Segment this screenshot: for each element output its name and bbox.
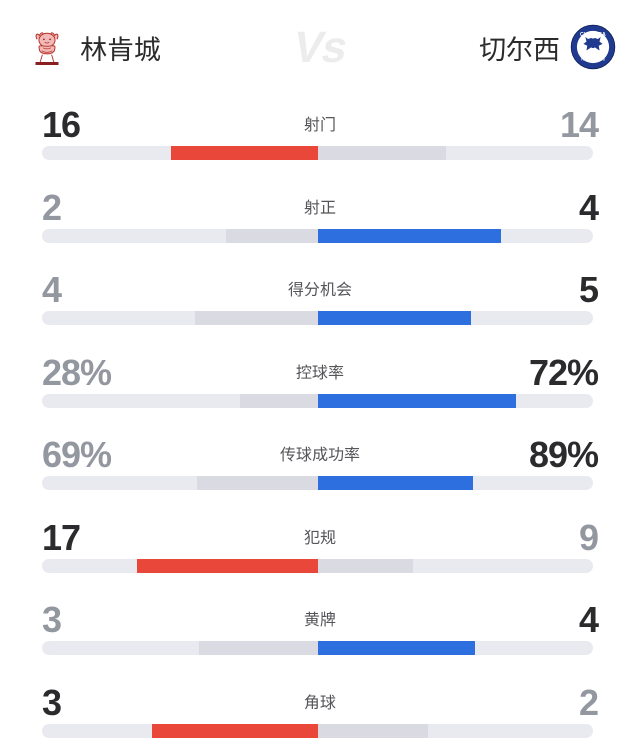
svg-text:FOOTBALL CLUB: FOOTBALL CLUB (581, 57, 605, 61)
svg-text:CHELSEA: CHELSEA (580, 32, 606, 38)
